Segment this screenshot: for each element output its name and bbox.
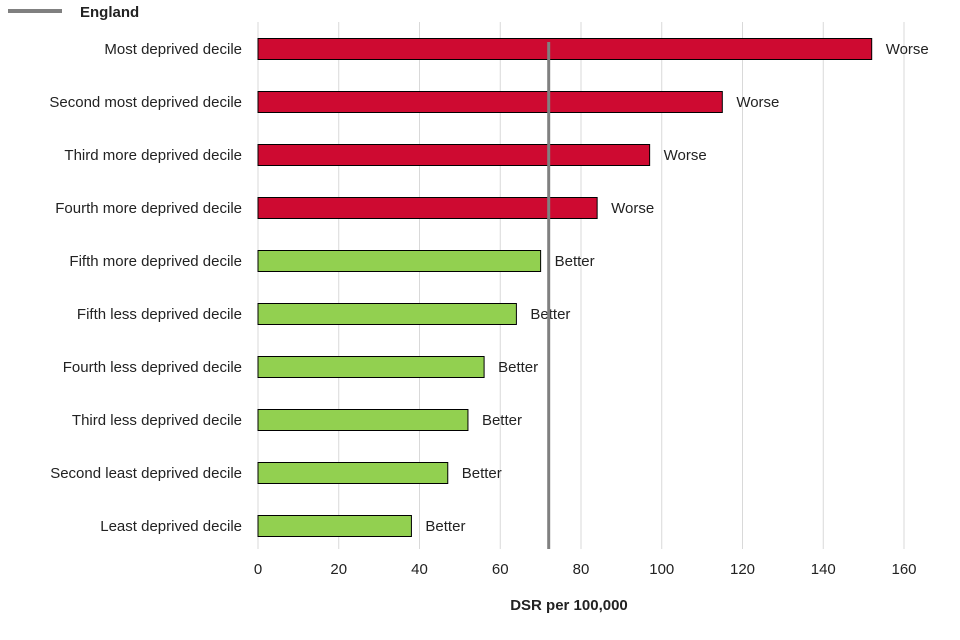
bar: [257, 38, 873, 60]
x-tick-label: 140: [811, 561, 836, 578]
category-label: Fourth less deprived decile: [63, 359, 242, 376]
x-tick-label: 120: [730, 561, 755, 578]
category-label: Third more deprived decile: [64, 147, 242, 164]
data-label: Better: [498, 359, 538, 376]
x-tick-label: 40: [411, 561, 428, 578]
bar: [257, 409, 469, 431]
legend: England: [8, 4, 139, 21]
category-label: Most deprived decile: [104, 41, 242, 58]
category-label: Second most deprived decile: [49, 94, 242, 111]
bar: [257, 91, 723, 113]
data-labels: Worse Worse Worse Worse Better Better Better Be…: [425, 41, 928, 535]
x-tick-label: 0: [254, 561, 262, 578]
bar: [257, 197, 598, 219]
data-label: Better: [425, 518, 465, 535]
data-label: Worse: [664, 147, 707, 164]
bar: [257, 144, 651, 166]
data-label: Worse: [611, 200, 654, 217]
x-tick-label: 80: [573, 561, 590, 578]
category-label: Fourth more deprived decile: [55, 200, 242, 217]
data-label: Better: [482, 412, 522, 429]
bars: [257, 38, 873, 537]
category-label: Least deprived decile: [100, 518, 242, 535]
bar: [257, 303, 517, 325]
x-tick-label: 160: [891, 561, 916, 578]
x-axis-title: DSR per 100,000: [510, 597, 628, 614]
data-label: Better: [555, 253, 595, 270]
category-label: Second least deprived decile: [50, 465, 242, 482]
category-label: Third less deprived decile: [72, 412, 242, 429]
data-label: Better: [530, 306, 570, 323]
x-axis-tick-labels: 0 20 40 60 80 100 120 140 160: [254, 561, 917, 578]
bar: [257, 515, 412, 537]
x-tick-label: 60: [492, 561, 509, 578]
bar: [257, 462, 449, 484]
data-label: Worse: [886, 41, 929, 58]
data-label: Worse: [736, 94, 779, 111]
x-tick-label: 20: [330, 561, 347, 578]
x-tick-label: 100: [649, 561, 674, 578]
data-label: Better: [462, 465, 502, 482]
category-labels: Most deprived decile Second most deprived…: [49, 41, 242, 535]
category-label: Fifth less deprived decile: [77, 306, 242, 323]
category-label: Fifth more deprived decile: [69, 253, 242, 270]
bar: [257, 250, 542, 272]
bar: [257, 356, 485, 378]
legend-england-label: England: [80, 4, 139, 21]
